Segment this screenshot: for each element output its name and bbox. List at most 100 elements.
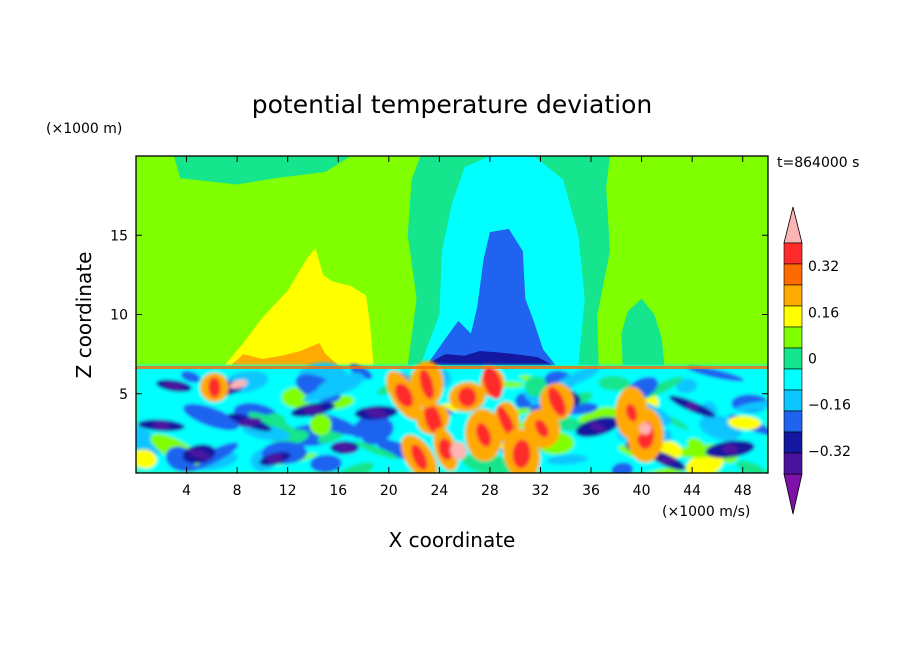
x-tick-label: 20 — [380, 483, 398, 499]
cold-eddy-core — [364, 407, 388, 418]
layer-boundary — [136, 366, 768, 369]
x-tick-label: 8 — [233, 483, 242, 499]
colorbar-band — [783, 347, 803, 370]
y-tick-label: 15 — [110, 228, 128, 244]
cold-eddy-core — [722, 444, 738, 455]
x-tick-label: 32 — [532, 483, 550, 499]
cold-eddy-core — [188, 448, 211, 460]
cold-eddy-core — [333, 442, 357, 454]
colorbar-band — [783, 242, 803, 265]
turbulence-blob — [183, 403, 239, 431]
contour-cold-core — [426, 228, 556, 366]
x-tick-label: 48 — [734, 483, 752, 499]
colorbar-label: 0 — [808, 352, 817, 368]
x-tick-label: 40 — [633, 483, 651, 499]
cold-eddy-core — [303, 405, 323, 414]
turbulence-blob — [524, 376, 548, 397]
y-axis-label: Z coordinate — [72, 252, 96, 379]
turbulence-blob — [554, 366, 601, 389]
x-axis: 4 8 12 16 20 24 28 32 36 40 44 48 — [182, 156, 752, 499]
warm-peak — [639, 422, 652, 435]
contour-warm-base — [230, 343, 339, 366]
x-tick-label: 4 — [182, 483, 191, 499]
contour-cold-base — [424, 350, 554, 366]
colorbar-band — [783, 452, 803, 475]
turbulence-blob — [303, 380, 357, 402]
cold-eddy-core — [237, 417, 262, 428]
y-tick-label: 10 — [110, 308, 128, 324]
colorbar-band — [783, 326, 803, 349]
colorbar: 0.32 0.16 0 −0.16 −0.32 — [783, 206, 851, 515]
time-label: t=864000 s — [777, 155, 859, 171]
turbulence-blob — [136, 449, 157, 469]
warm-peak — [450, 441, 467, 460]
turbulence-blob — [676, 378, 698, 394]
colorbar-min-extend — [783, 473, 803, 515]
cold-eddy-core — [589, 422, 605, 432]
warm-streak-core — [424, 404, 442, 434]
colorbar-label: −0.32 — [808, 444, 851, 460]
x-unit-label: (×1000 m/s) — [662, 504, 750, 520]
lower-layer — [136, 360, 768, 473]
turbulence-blob — [462, 453, 518, 473]
colorbar-band — [783, 368, 803, 391]
upper-layer — [173, 156, 665, 366]
warm-streak-core — [512, 439, 531, 469]
turbulence-blob — [686, 366, 744, 382]
contour-right-bump — [621, 298, 665, 366]
x-axis-label: X coordinate — [389, 528, 516, 552]
colorbar-label: −0.16 — [808, 398, 851, 414]
x-tick-label: 44 — [683, 483, 701, 499]
turbulence-blob — [136, 424, 163, 455]
warm-streak-core — [411, 444, 428, 470]
contour-field — [136, 156, 768, 473]
turbulence-blob — [353, 441, 399, 460]
cold-eddy-core — [657, 456, 677, 464]
warm-streak-core — [438, 438, 453, 461]
x-tick-label: 36 — [582, 483, 600, 499]
cold-eddy-core — [163, 381, 185, 390]
y-tick-label: 5 — [119, 387, 128, 403]
warm-streak-core — [534, 419, 549, 438]
colorbar-band — [783, 389, 803, 412]
x-tick-label: 12 — [279, 483, 297, 499]
warm-streak-core — [208, 377, 221, 398]
colorbar-max-extend — [783, 206, 803, 244]
turbulence-blob — [685, 452, 724, 473]
chart-title: potential temperature deviation — [252, 90, 652, 119]
turbulence-blob — [310, 454, 342, 473]
colorbar-label: 0.32 — [808, 259, 839, 275]
warm-streak-core — [419, 369, 434, 400]
x-tick-label: 24 — [430, 483, 448, 499]
turbulence-blob — [598, 375, 631, 391]
y-unit-label: (×1000 m) — [46, 121, 122, 137]
warm-streak-core — [476, 423, 492, 447]
contour-top-left — [173, 156, 351, 185]
warm-peak — [229, 379, 248, 389]
warm-streak-core — [497, 405, 516, 439]
warm-streak-core — [548, 387, 566, 417]
colorbar-band — [783, 284, 803, 307]
warm-streak-core — [457, 386, 477, 407]
colorbar-band — [783, 431, 803, 454]
cold-eddy-core — [152, 420, 170, 431]
colorbar-band — [783, 305, 803, 328]
contour-warm-plume — [224, 247, 374, 366]
warm-streak-core — [394, 383, 414, 408]
turbulence-blob — [727, 415, 762, 430]
x-tick-label: 28 — [481, 483, 499, 499]
turbulence-blob — [736, 460, 768, 473]
colorbar-band — [783, 410, 803, 433]
colorbar-band — [783, 263, 803, 286]
warm-streak-core — [626, 403, 637, 422]
turbulence-blob — [309, 414, 332, 436]
y-axis: 5 10 15 — [110, 228, 768, 403]
turbulence-blob — [734, 400, 768, 412]
turbulence-blob — [611, 462, 634, 473]
turbulence-blob — [333, 462, 374, 473]
cold-eddy-core — [266, 453, 284, 464]
warm-streak-core — [482, 366, 503, 399]
turbulence-blob — [180, 370, 201, 383]
colorbar-label: 0.16 — [808, 305, 839, 321]
